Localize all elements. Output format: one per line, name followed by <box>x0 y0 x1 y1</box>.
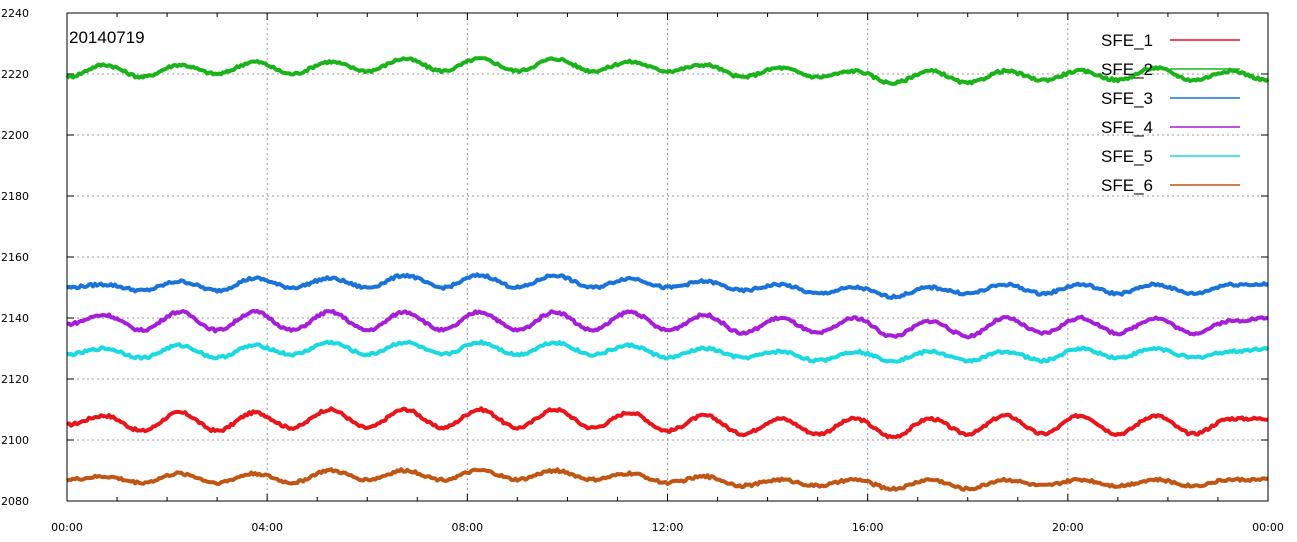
legend-label: SFE_1 <box>1101 31 1153 50</box>
legend-label: SFE_2 <box>1101 60 1153 79</box>
x-tick-label: 20:00 <box>1052 521 1084 534</box>
y-tick-label: 2200 <box>1 129 29 142</box>
y-tick-label: 2140 <box>1 312 29 325</box>
y-tick-label: 2160 <box>1 251 29 264</box>
y-tick-label: 2220 <box>1 68 29 81</box>
legend-label: SFE_6 <box>1101 176 1153 195</box>
y-tick-label: 2080 <box>1 495 29 508</box>
x-tick-label: 00:00 <box>1252 521 1284 534</box>
x-tick-label: 00:00 <box>51 521 83 534</box>
x-tick-labels: 00:00 04:00 08:00 12:00 16:00 20:00 00:00 <box>51 521 1284 534</box>
x-tick-label: 08:00 <box>451 521 483 534</box>
chart-title: 20140719 <box>69 28 145 47</box>
legend-label: SFE_4 <box>1101 118 1153 137</box>
legend-label: SFE_5 <box>1101 147 1153 166</box>
y-tick-labels: 2080 2100 2120 2140 2160 2180 2200 2220 2240 <box>1 7 29 508</box>
legend-label: SFE_3 <box>1101 89 1153 108</box>
x-tick-label: 16:00 <box>852 521 884 534</box>
y-tick-label: 2120 <box>1 373 29 386</box>
y-tick-label: 2180 <box>1 190 29 203</box>
y-tick-label: 2240 <box>1 7 29 20</box>
y-tick-label: 2100 <box>1 434 29 447</box>
x-tick-label: 12:00 <box>652 521 684 534</box>
x-tick-label: 04:00 <box>251 521 283 534</box>
